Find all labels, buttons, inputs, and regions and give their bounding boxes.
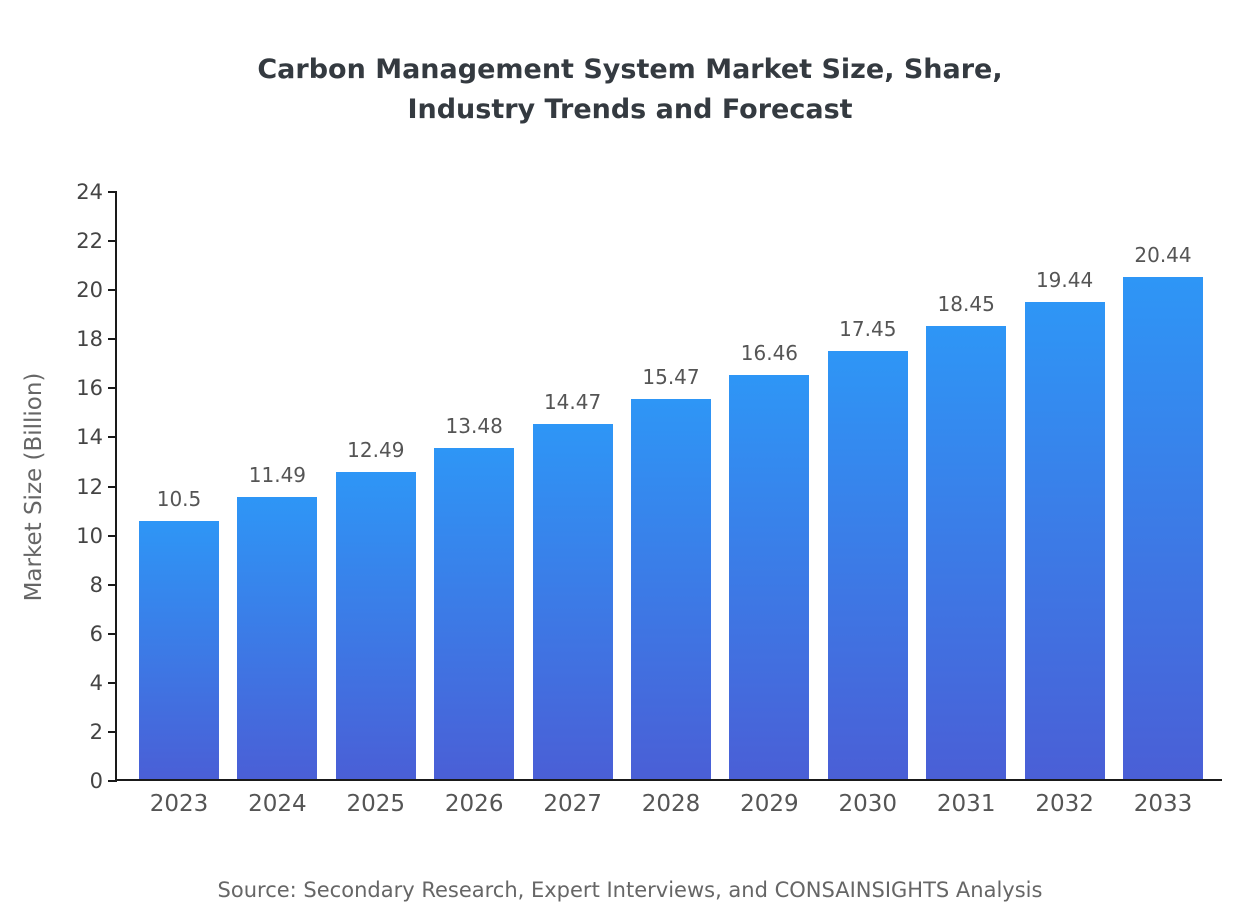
chart-title-line-2: Industry Trends and Forecast — [407, 94, 853, 125]
x-tick-label: 2028 — [641, 791, 701, 817]
bar-2031 — [926, 326, 1007, 779]
x-tick-label: 2023 — [149, 791, 209, 817]
y-tick-mark — [108, 485, 117, 488]
y-tick-mark — [108, 240, 117, 243]
bar-2032 — [1024, 301, 1105, 779]
bar-value-label: 10.5 — [156, 487, 202, 512]
x-tick-label: 2029 — [740, 791, 799, 817]
y-tick-label: 22 — [76, 229, 103, 254]
x-tick-label: 2032 — [1035, 791, 1094, 817]
source-note: Source: Secondary Research, Expert Inter… — [217, 878, 1043, 902]
x-tick-label: 2026 — [444, 791, 504, 817]
y-tick-label: 24 — [76, 180, 103, 204]
y-tick-mark — [108, 681, 117, 684]
y-tick-mark — [108, 534, 117, 537]
y-tick-label: 10 — [76, 523, 103, 548]
y-tick-label: 16 — [76, 376, 103, 401]
bar-2033 — [1123, 277, 1203, 779]
bar-2026 — [434, 448, 515, 779]
y-tick-mark — [108, 387, 117, 390]
y-tick-label: 6 — [89, 621, 103, 646]
bar-value-label: 16.46 — [740, 341, 799, 366]
y-tick-label: 18 — [76, 327, 103, 352]
bar-value-label: 17.45 — [839, 316, 897, 341]
y-tick-mark — [108, 632, 117, 635]
y-tick-label: 2 — [89, 719, 103, 744]
y-tick-mark — [108, 289, 117, 292]
bar-2025 — [335, 472, 416, 779]
y-tick-label: 20 — [76, 278, 103, 303]
bar-value-label: 19.44 — [1035, 267, 1094, 292]
y-tick-mark — [108, 338, 117, 341]
bar-value-label: 14.47 — [543, 389, 602, 414]
bar-value-label: 20.44 — [1134, 243, 1192, 268]
y-tick-label: 8 — [89, 572, 103, 597]
bar-2024 — [237, 497, 318, 779]
bar-2027 — [532, 423, 613, 779]
bar-value-label: 11.49 — [248, 463, 307, 488]
bar-2029 — [729, 375, 810, 779]
plot-area: 0 2 4 6 8 10 12 14 16 18 20 22 24 10.5 2023 11.49 2024 12… — [76, 180, 1222, 817]
bar-value-label: 12.49 — [347, 438, 405, 463]
y-tick-mark — [108, 583, 117, 586]
x-tick-label: 2031 — [936, 791, 996, 817]
y-tick-label: 4 — [89, 670, 103, 695]
chart-title-line-1: Carbon Management System Market Size, Sh… — [257, 54, 1003, 85]
bar-2023 — [139, 521, 219, 779]
x-tick-label: 2033 — [1133, 791, 1193, 817]
chart-title: Carbon Management System Market Size, Sh… — [0, 50, 1260, 130]
x-tick-label: 2025 — [346, 791, 406, 817]
bar-value-label: 15.47 — [642, 365, 700, 390]
y-tick-mark — [108, 436, 117, 439]
x-tick-label: 2024 — [248, 791, 307, 817]
x-tick-label: 2030 — [838, 791, 898, 817]
bar-2028 — [631, 399, 711, 779]
x-tick-label: 2027 — [543, 791, 602, 817]
y-tick-label: 14 — [76, 425, 103, 450]
y-tick-label: 12 — [76, 474, 103, 499]
y-tick-label: 0 — [89, 769, 103, 793]
bar-2030 — [827, 350, 908, 779]
y-tick-mark — [108, 780, 117, 782]
y-axis-title: Market Size (Billion) — [21, 372, 47, 602]
y-tick-mark — [108, 730, 117, 733]
bar-value-label: 13.48 — [445, 414, 503, 439]
y-tick-mark — [108, 191, 117, 193]
bar-value-label: 18.45 — [937, 292, 995, 317]
